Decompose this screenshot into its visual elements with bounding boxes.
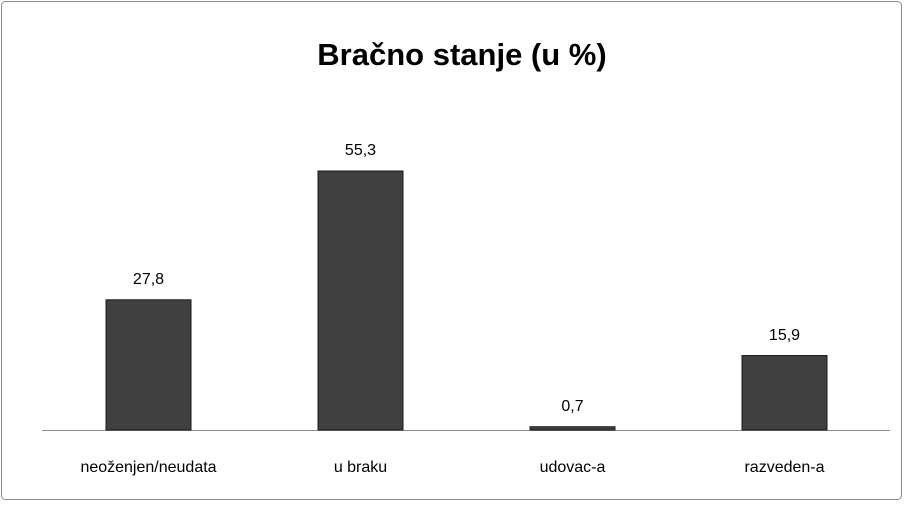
value-label: 27,8 <box>133 271 164 288</box>
bar <box>317 170 404 431</box>
bar <box>741 355 828 431</box>
chart-title: Bračno stanje (u %) <box>317 37 606 72</box>
value-label: 0,7 <box>561 398 583 415</box>
x-tick-label: u braku <box>334 459 387 476</box>
x-tick-label: razveden-a <box>744 459 824 476</box>
bar <box>105 299 192 431</box>
value-label: 55,3 <box>345 142 376 159</box>
bar <box>529 426 616 431</box>
x-tick-label: udovac-a <box>540 459 606 476</box>
value-label: 15,9 <box>769 327 800 344</box>
x-tick-label: neoženjen/neudata <box>80 459 216 476</box>
